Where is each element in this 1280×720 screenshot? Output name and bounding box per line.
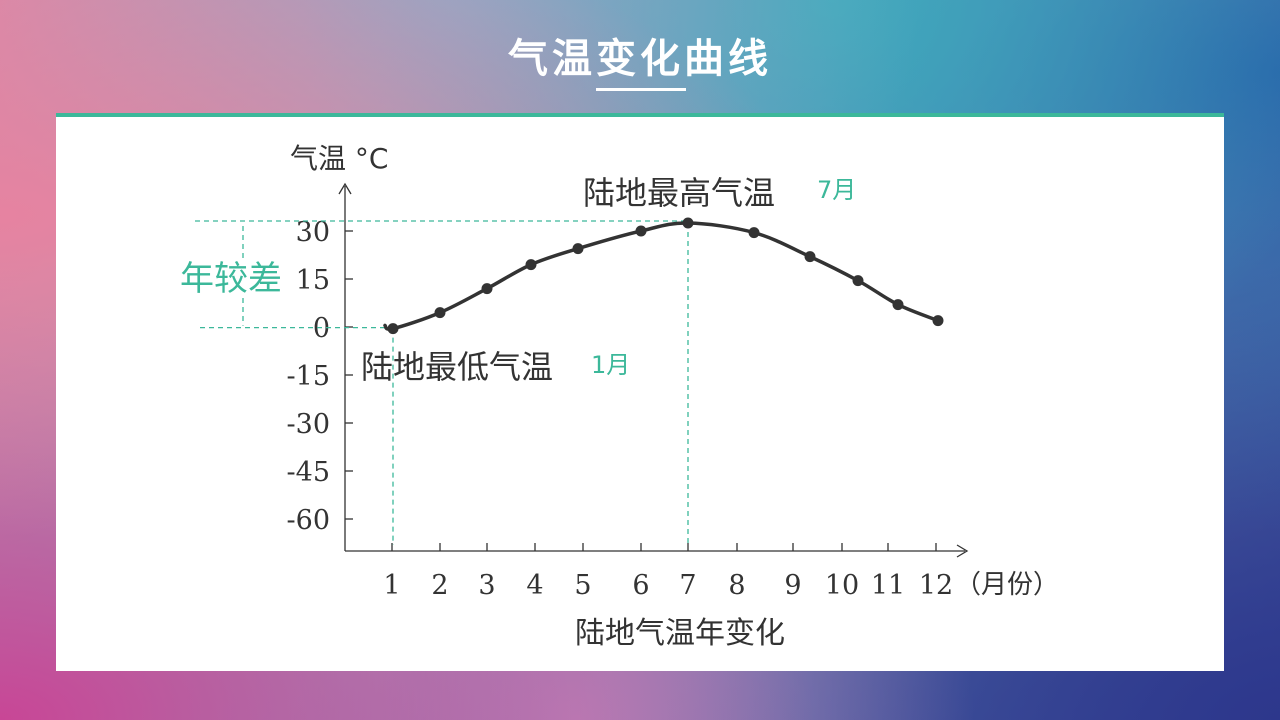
min-temp-label: 陆地最低气温	[361, 348, 553, 386]
max-temp-label: 陆地最高气温	[583, 174, 775, 212]
title-underline	[596, 88, 686, 91]
y-tick-label: -30	[287, 409, 330, 440]
x-tick-label: 9	[784, 570, 801, 601]
y-tick-label: -15	[287, 361, 330, 392]
x-tick-label: 7	[679, 570, 696, 601]
data-point	[525, 259, 537, 271]
data-point	[387, 323, 399, 335]
x-tick-label: 6	[632, 570, 649, 601]
x-axis-title: 陆地气温年变化	[575, 616, 785, 651]
y-tick-label: 30	[296, 217, 330, 248]
slide-title: 气温变化曲线	[508, 36, 772, 82]
x-tick-label: 10	[825, 570, 859, 601]
x-tick-label: 1	[383, 570, 400, 601]
y-tick-label: -45	[287, 457, 330, 488]
data-point	[892, 299, 904, 311]
annual-range-label: 年较差	[180, 259, 282, 299]
x-tick-label: 12	[919, 570, 953, 601]
chart-card	[56, 113, 1224, 671]
y-tick-label: 0	[313, 313, 330, 344]
data-point	[682, 217, 694, 229]
x-tick-label: 2	[431, 570, 448, 601]
min-temp-month: 1月	[591, 351, 630, 379]
max-temp-month: 7月	[817, 176, 856, 204]
x-unit-label: （月份）	[955, 570, 1059, 600]
data-point	[481, 283, 493, 295]
data-point	[852, 275, 864, 287]
x-tick-label: 3	[478, 570, 495, 601]
y-tick-label: -60	[287, 505, 330, 536]
x-tick-label: 5	[574, 570, 591, 601]
x-tick-label: 11	[871, 570, 905, 601]
x-axis-arrow	[956, 544, 969, 558]
y-axis-label: 气温 °C	[290, 142, 388, 175]
data-point	[748, 227, 760, 239]
y-tick-label: 15	[296, 265, 330, 296]
y-axis-arrow	[338, 182, 352, 195]
x-tick-label: 4	[526, 570, 543, 601]
data-point	[932, 315, 944, 327]
data-point	[572, 243, 584, 255]
data-point	[804, 251, 816, 263]
data-point	[635, 225, 647, 237]
x-tick-label: 8	[728, 570, 745, 601]
data-point	[434, 307, 446, 319]
